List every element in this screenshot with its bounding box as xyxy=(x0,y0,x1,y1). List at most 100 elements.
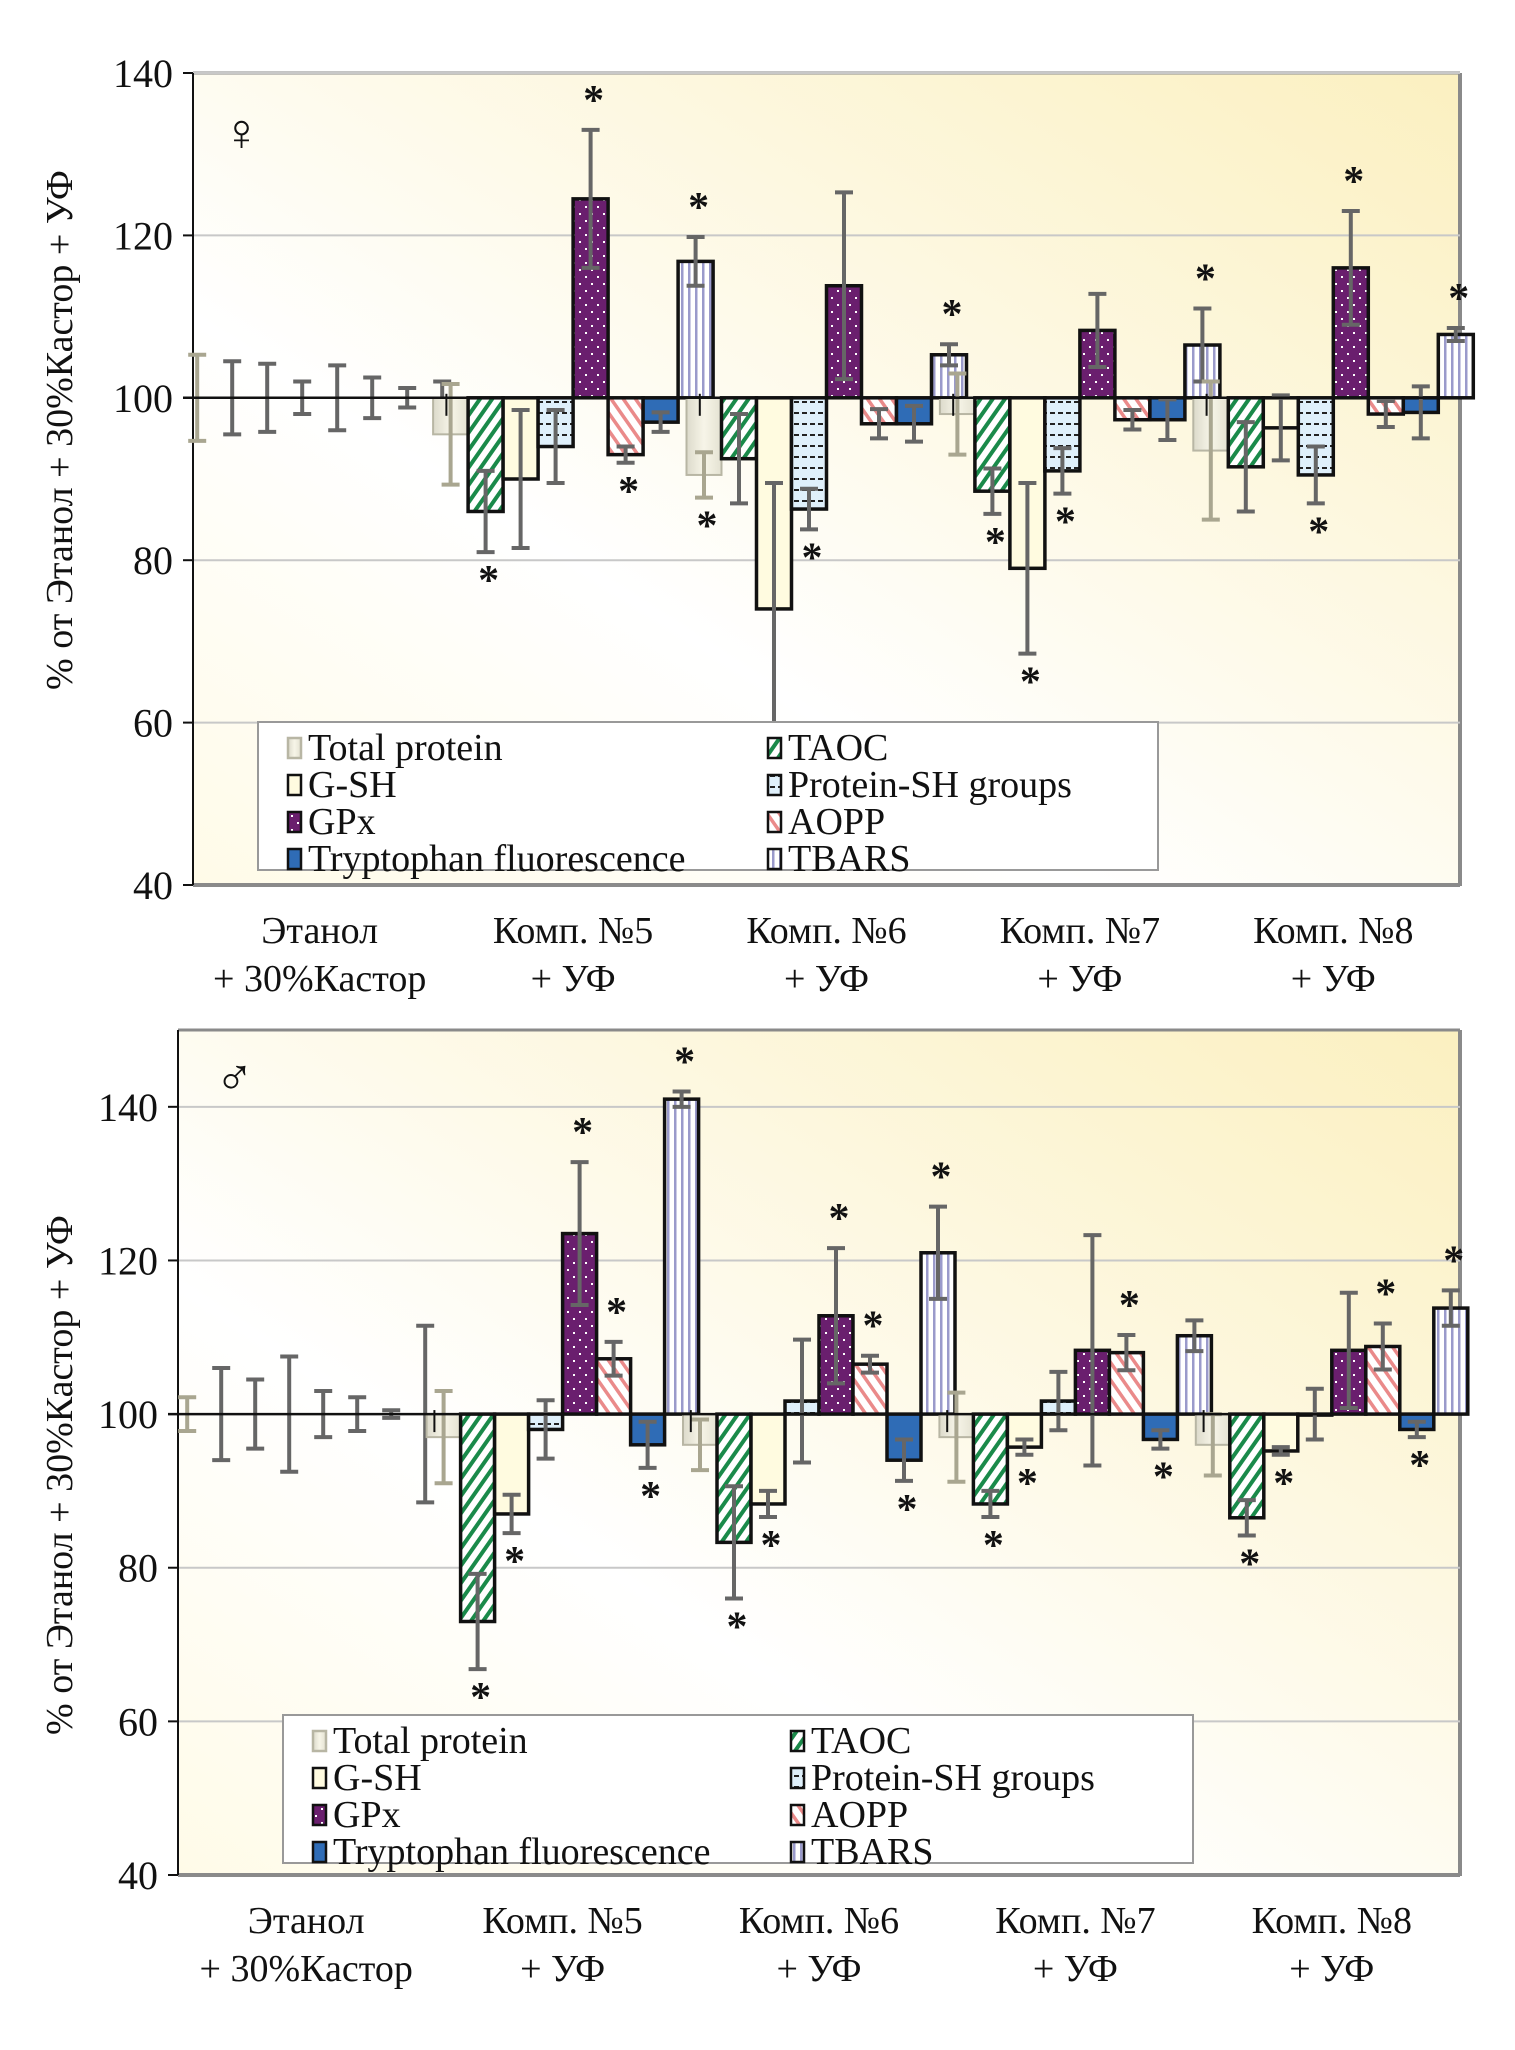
y-axis-label: % от Этанол + 30%Кастор + УФ xyxy=(39,170,81,690)
legend-swatch-taoc xyxy=(766,736,783,760)
significance-marker: * xyxy=(897,1487,918,1533)
legend-swatch-total-protein xyxy=(311,1729,328,1753)
legend-label-gpx: GPx xyxy=(308,801,376,843)
x-tick-label: + УФ xyxy=(520,1948,605,1990)
legend-swatch-g-sh xyxy=(286,773,303,797)
bar-group-3: * * * * * * xyxy=(682,1155,957,1650)
legend-label-total-protein: Total protein xyxy=(333,1720,528,1762)
legend-label-g-sh: G-SH xyxy=(333,1757,422,1799)
bar-aopp xyxy=(594,1357,633,1416)
significance-marker: * xyxy=(1055,500,1076,546)
significance-marker: * xyxy=(1308,509,1329,555)
legend-swatch-tryptophan-fluorescence xyxy=(311,1840,328,1864)
legend-label-tryptophan-fluorescence: Tryptophan fluorescence xyxy=(333,1831,710,1873)
significance-marker: * xyxy=(1017,1461,1038,1507)
significance-marker: * xyxy=(640,1474,661,1520)
chart-female-svg: 40 60 80 100 120 140 % от Этанол + 30%Кастор +… xyxy=(39,51,1476,1000)
x-tick-label: Комп. №7 xyxy=(1000,910,1160,952)
x-tick-label: Комп. №7 xyxy=(995,1900,1155,1942)
y-tick-label: 60 xyxy=(133,701,173,746)
bar-group-4: * * * * xyxy=(938,1233,1214,1569)
bar-group-2: * * * * * * xyxy=(425,1039,701,1721)
x-tick-label: + УФ xyxy=(1033,1948,1118,1990)
legend-swatch-tbars xyxy=(789,1840,806,1864)
x-tick-label: Комп. №5 xyxy=(493,910,653,952)
significance-marker: * xyxy=(688,185,709,231)
significance-marker: * xyxy=(1119,1283,1140,1329)
significance-marker: * xyxy=(1343,159,1364,205)
y-tick-label: 140 xyxy=(98,1085,158,1130)
significance-marker: * xyxy=(583,78,604,124)
legend-label-tbars: TBARS xyxy=(811,1831,933,1873)
legend-box xyxy=(257,721,1159,871)
legend-swatch-protein-sh-groups xyxy=(789,1766,806,1790)
bar-group-2: * * * * xyxy=(432,78,715,604)
significance-marker: * xyxy=(985,520,1006,566)
significance-marker: * xyxy=(1020,660,1041,706)
bar-tbars xyxy=(662,1097,701,1416)
x-tick-label: + УФ xyxy=(1291,958,1376,1000)
legend-label-total-protein: Total protein xyxy=(308,727,503,769)
significance-marker: * xyxy=(1239,1541,1260,1587)
significance-marker: * xyxy=(942,292,963,338)
legend-label-taoc: TAOC xyxy=(788,727,888,769)
significance-marker: * xyxy=(1375,1271,1396,1317)
x-tick-label: + УФ xyxy=(776,1948,861,1990)
legend-label-taoc: TAOC xyxy=(811,1720,911,1762)
y-tick-label: 120 xyxy=(113,213,173,258)
legend-swatch-protein-sh-groups xyxy=(766,773,783,797)
legend-swatch-total-protein xyxy=(286,736,303,760)
significance-marker: * xyxy=(1195,256,1216,302)
y-tick-label: 80 xyxy=(133,538,173,583)
bar-group-5: * * * xyxy=(1192,159,1476,555)
significance-marker: * xyxy=(931,1155,952,1201)
legend-swatch-gpx xyxy=(286,810,303,834)
bar-tbars xyxy=(1436,332,1476,400)
legend-label-g-sh: G-SH xyxy=(308,764,397,806)
y-tick-label: 80 xyxy=(118,1546,158,1591)
bar-group-4: * * * * xyxy=(938,256,1222,706)
significance-marker: * xyxy=(697,504,718,550)
y-tick-label: 40 xyxy=(118,1853,158,1898)
x-tick-label: + УФ xyxy=(1289,1948,1374,1990)
legend-swatch-gpx xyxy=(311,1803,328,1827)
legend-label-protein-sh-groups: Protein-SH groups xyxy=(788,764,1072,806)
bar-g-sh xyxy=(1262,1412,1300,1453)
legend-swatch-tbars xyxy=(766,847,783,871)
chart-male: 40 60 80 100 120 140 % от Этанол + 30%Кастор +… xyxy=(0,1000,1515,2045)
significance-marker: * xyxy=(863,1304,884,1350)
chart-female: 40 60 80 100 120 140 % от Этанол + 30%Кастор +… xyxy=(0,0,1515,1000)
x-tick-label: + 30%Кастор xyxy=(200,1948,413,1990)
legend-swatch-aopp xyxy=(789,1803,806,1827)
significance-marker: * xyxy=(983,1523,1004,1569)
legend: Total protein TAOC G-SH Protein-SH groups GP… xyxy=(257,721,1159,880)
significance-marker: * xyxy=(572,1110,593,1156)
x-tick-label: Этанол xyxy=(248,1900,365,1942)
legend-swatch-tryptophan-fluorescence xyxy=(286,847,303,871)
legend-swatch-aopp xyxy=(766,810,783,834)
y-tick-label: 100 xyxy=(98,1392,158,1437)
legend: Total protein TAOC G-SH Protein-SH groups GP… xyxy=(282,1714,1194,1873)
x-tick-label: + УФ xyxy=(531,958,616,1000)
legend-swatch-g-sh xyxy=(311,1766,328,1790)
y-tick-label: 120 xyxy=(98,1238,158,1283)
significance-marker: * xyxy=(478,558,499,604)
significance-marker: * xyxy=(829,1196,850,1242)
x-tick-label: Этанол xyxy=(261,910,378,952)
significance-marker: * xyxy=(618,469,639,515)
x-tick-label: + 30%Кастор xyxy=(213,958,426,1000)
significance-marker: * xyxy=(1409,1443,1430,1489)
legend-label-tbars: TBARS xyxy=(788,838,910,880)
female-symbol-icon: ♀ xyxy=(222,105,261,162)
significance-marker: * xyxy=(761,1523,782,1569)
legend-label-aopp: AOPP xyxy=(811,1794,908,1836)
bar-group-1 xyxy=(178,1323,435,1505)
x-tick-label: Комп. №6 xyxy=(746,910,906,952)
significance-marker: * xyxy=(606,1290,627,1336)
x-tick-label: + УФ xyxy=(784,958,869,1000)
bar-group-5: * * * * * xyxy=(1194,1238,1470,1587)
legend-label-aopp: AOPP xyxy=(788,801,885,843)
significance-marker: * xyxy=(802,535,823,581)
legend-swatch-taoc xyxy=(789,1729,806,1753)
significance-marker: * xyxy=(674,1039,695,1085)
